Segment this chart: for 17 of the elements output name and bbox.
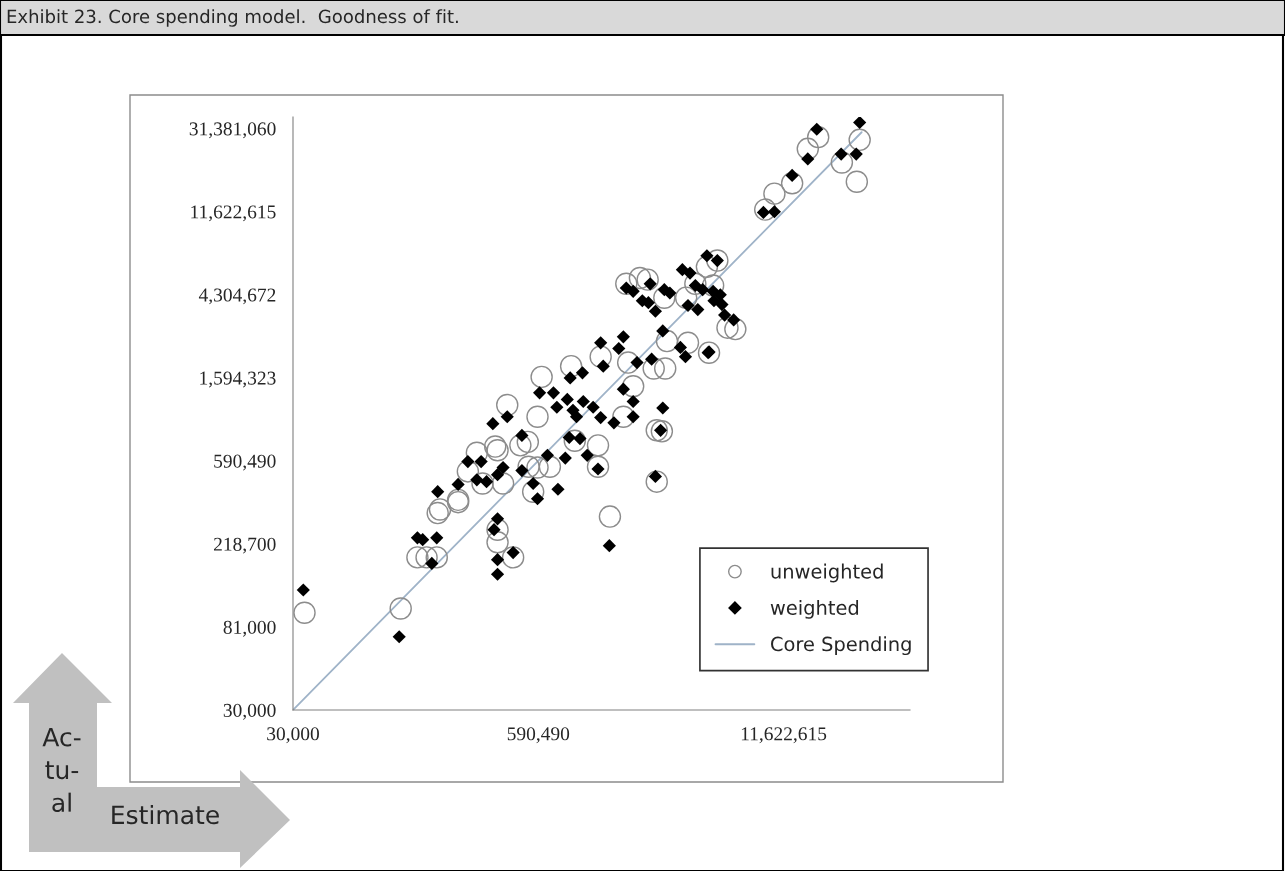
y-axis-title: Ac- tu- al: [42, 727, 81, 812]
y-tick-label: 11,622,615: [191, 205, 276, 222]
chart-title: Exhibit 23. Core spending model. Goodness of fit.: [7, 9, 458, 27]
x-tick-label: 30,000: [267, 727, 319, 744]
y-tick-label: 4,304,672: [198, 288, 276, 305]
y-tick-label: 218,700: [213, 537, 276, 554]
y-tick-label: 1,594,323: [200, 371, 276, 388]
x-tick-label: 590,490: [507, 727, 570, 744]
y-tick-label: 81,000: [223, 620, 276, 637]
y-tick-label: 590,490: [214, 454, 276, 471]
y-tick-label: 31,381,060: [189, 122, 276, 139]
legend-label: unweighted: [771, 563, 883, 583]
legend-label: Core Spending: [771, 636, 911, 656]
x-tick-label: 11,622,615: [741, 727, 827, 744]
legend-label: weighted: [770, 599, 859, 619]
y-tick-label: 30,000: [223, 703, 276, 720]
x-axis-title: Estimate: [112, 804, 219, 825]
